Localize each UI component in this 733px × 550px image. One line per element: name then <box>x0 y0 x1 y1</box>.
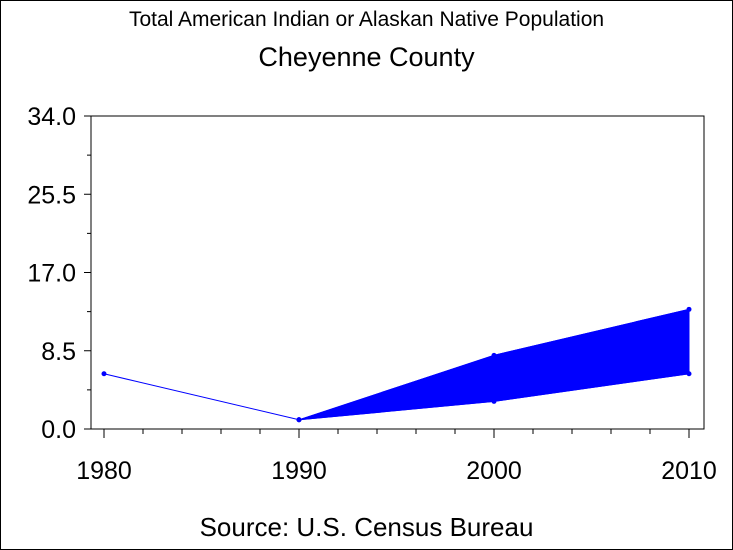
data-point <box>686 371 692 377</box>
y-tick-label: 17.0 <box>27 260 76 288</box>
data-point <box>491 398 497 404</box>
y-tick-label: 25.5 <box>27 181 76 209</box>
data-point <box>296 417 302 423</box>
x-tick-label: 1980 <box>76 457 132 485</box>
data-point <box>686 306 692 312</box>
chart-subtitle: Cheyenne County <box>258 42 475 72</box>
y-tick-label: 34.0 <box>27 103 76 131</box>
x-tick-label: 1990 <box>271 457 327 485</box>
x-tick-label: 2010 <box>661 457 717 485</box>
data-point <box>101 371 107 377</box>
series-line <box>103 373 300 421</box>
y-tick-label: 0.0 <box>41 416 76 444</box>
x-tick-label: 2000 <box>466 457 522 485</box>
chart-title: Total American Indian or Alaskan Native … <box>128 8 605 31</box>
data-point <box>491 352 497 358</box>
y-tick-label: 8.5 <box>41 338 76 366</box>
source-note: Source: U.S. Census Bureau <box>199 512 534 542</box>
